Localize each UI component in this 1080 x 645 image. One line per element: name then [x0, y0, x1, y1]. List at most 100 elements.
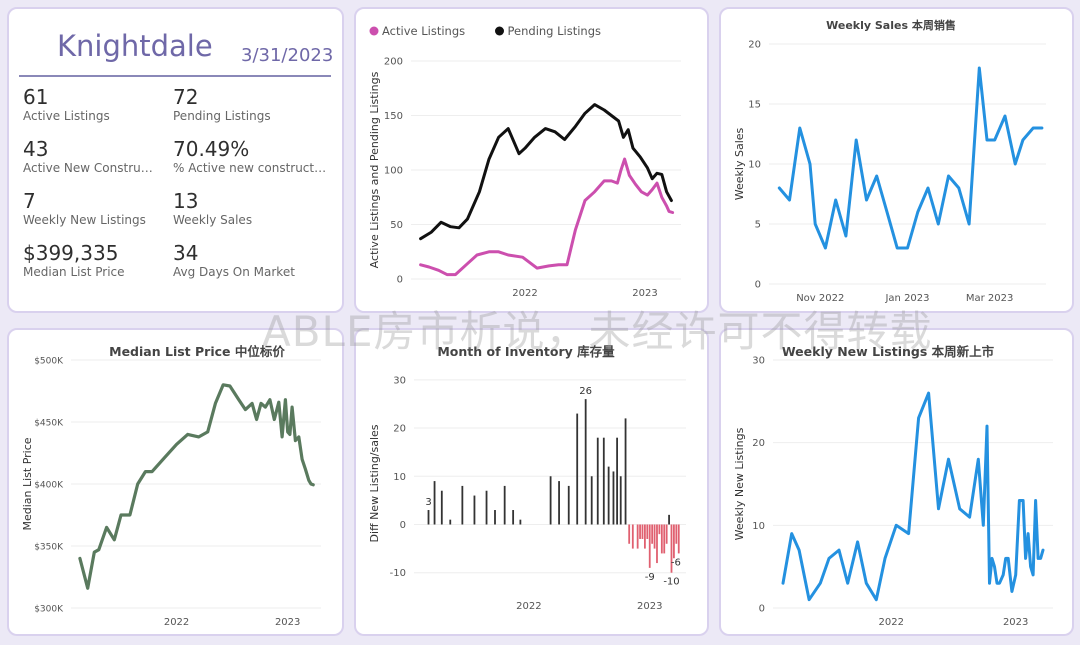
kpi-value: 61	[23, 85, 49, 109]
bar	[631, 524, 634, 549]
bar	[665, 524, 668, 544]
bar	[440, 490, 443, 525]
bar	[449, 519, 452, 525]
y-tick-label: $300K	[34, 605, 64, 615]
kpi-label: Active New Constructions	[23, 161, 158, 175]
y-tick-label: $500K	[34, 357, 64, 367]
series-line-weekly_sales	[777, 66, 1044, 250]
bar	[619, 476, 622, 525]
series-line-median_list_price	[78, 383, 315, 590]
x-tick-label: 2023	[275, 617, 300, 628]
x-tick-label: 2022	[878, 617, 903, 628]
kpi-header: Knightdale 3/31/2023	[19, 19, 334, 77]
median-price-chart-card: Median List Price 中位标价 $300K $350K $400K $45…	[7, 328, 344, 636]
bar	[675, 524, 678, 544]
bar	[648, 524, 651, 568]
y-tick-label: 30	[752, 356, 765, 367]
x-tick-label: 2023	[637, 601, 662, 612]
kpi-label: Weekly New Listings	[23, 213, 146, 227]
y-tick-label: 0	[759, 604, 765, 615]
bar	[653, 524, 656, 549]
y-tick-label: 30	[393, 375, 406, 386]
y-tick-label: 150	[384, 111, 403, 122]
y-tick-label: 100	[384, 166, 403, 177]
bar	[461, 485, 464, 525]
kpi-value: 13	[173, 189, 199, 213]
y-axis-label: Median List Price	[21, 437, 34, 530]
inventory-chart-card: Month of Inventory 库存量 -10 0 10 20 30 2022 2023…	[354, 328, 709, 636]
series-line-weekly_new_listings	[781, 391, 1045, 602]
data-label: -10	[663, 577, 679, 588]
chart-title: Month of Inventory 库存量	[437, 344, 615, 359]
kpi-label: Weekly Sales	[173, 213, 253, 227]
y-tick-label: 0	[755, 280, 761, 291]
bar	[602, 437, 605, 525]
bar	[494, 510, 496, 525]
kpi-label: Pending Listings	[173, 109, 271, 123]
bar	[590, 476, 593, 525]
x-tick-label: Jan 2023	[884, 293, 929, 304]
data-label: -6	[671, 557, 681, 568]
x-tick-label: 2023	[1003, 617, 1028, 628]
y-tick-label: 50	[390, 220, 403, 231]
series-line-pending-listings	[419, 103, 673, 241]
bar	[503, 485, 506, 525]
kpi-pending-listings: 72 Pending Listings	[173, 85, 328, 124]
bar	[660, 524, 663, 554]
bar	[624, 418, 627, 525]
kpi-value: 34	[173, 241, 199, 265]
kpi-label: Median List Price	[23, 265, 125, 279]
y-tick-label: 10	[748, 160, 761, 171]
kpi-label: Avg Days On Market	[173, 265, 295, 279]
y-tick-label: 20	[393, 424, 406, 435]
city-title: Knightdale	[57, 29, 213, 63]
bar	[668, 514, 670, 525]
kpi-value: 7	[23, 189, 36, 213]
y-tick-label: 20	[752, 438, 765, 449]
y-tick-label: $350K	[34, 543, 64, 553]
bar	[576, 413, 579, 525]
bar	[658, 524, 661, 535]
bar	[607, 466, 610, 525]
kpi-value: 70.49%	[173, 137, 250, 161]
bar	[663, 524, 666, 554]
legend-label: Pending Listings	[508, 24, 602, 38]
kpi-card: Knightdale 3/31/2023 61 Active Listings …	[7, 7, 344, 313]
y-tick-label: -10	[390, 568, 406, 579]
data-label: 3	[425, 497, 431, 508]
chart-title: Median List Price 中位标价	[109, 344, 285, 359]
kpi-value: $399,335	[23, 241, 119, 265]
bar	[485, 490, 488, 525]
y-axis-label: Diff New Listing/sales	[368, 424, 381, 542]
bar	[651, 524, 654, 544]
x-tick-label: Nov 2022	[796, 293, 844, 304]
kpi-weekly-new-listings: 7 Weekly New Listings	[23, 189, 178, 228]
x-tick-label: 2022	[164, 617, 189, 628]
bar	[656, 524, 658, 564]
kpi-active-listings: 61 Active Listings	[23, 85, 178, 124]
bar	[639, 524, 641, 539]
y-tick-label: 0	[397, 275, 403, 286]
median-list-price-chart: Median List Price 中位标价 $300K $350K $400K $45…	[21, 344, 321, 628]
bar	[643, 524, 646, 549]
y-tick-label: 200	[384, 57, 403, 68]
report-date: 3/31/2023	[241, 45, 334, 66]
bar	[558, 481, 560, 525]
y-axis-label: Weekly New Listings	[733, 427, 746, 540]
data-label: 26	[579, 386, 592, 397]
bar	[427, 510, 430, 525]
bar	[646, 524, 649, 539]
series-line-active-listings	[419, 157, 675, 277]
weekly-new-listings-chart-card: Weekly New Listings 本周新上市 0 10 20 30 2022 2023…	[719, 328, 1074, 636]
chart-title: Weekly Sales 本周销售	[826, 18, 956, 32]
bar	[519, 519, 522, 525]
weekly-sales-chart: Weekly Sales 本周销售 0 5 10 15 20 Nov 2022 Jan 202…	[733, 18, 1046, 304]
bar	[584, 399, 587, 525]
legend-label: Active Listings	[382, 24, 465, 38]
bar	[616, 437, 618, 525]
kpi-pct-new-constructions: 70.49% % Active new constructions	[173, 137, 328, 176]
y-tick-label: 15	[748, 100, 761, 111]
chart-title: Weekly New Listings 本周新上市	[782, 344, 995, 359]
weekly-sales-chart-card: Weekly Sales 本周销售 0 5 10 15 20 Nov 2022 Jan 202…	[719, 7, 1074, 313]
y-tick-label: 20	[748, 40, 761, 51]
